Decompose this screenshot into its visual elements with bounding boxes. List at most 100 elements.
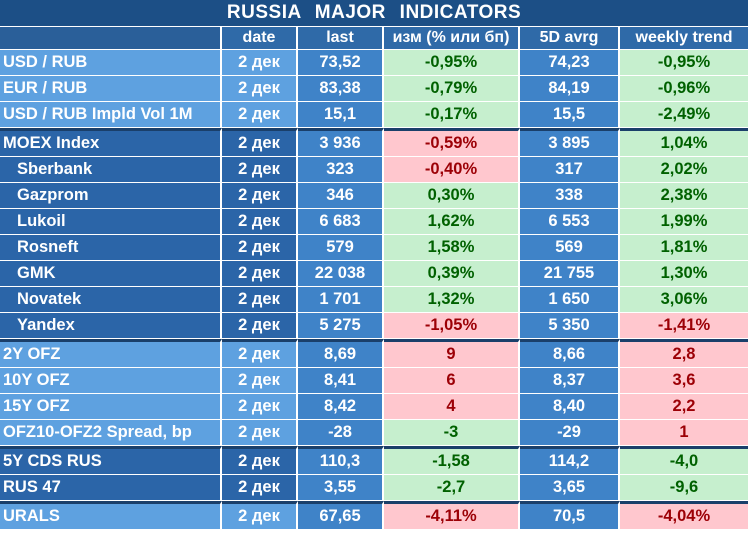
table-row: URALS 2 дек 67,65 -4,11% 70,5 -4,04% [0,501,748,530]
indicator-change: -4,11% [384,501,520,530]
indicator-name: USD / RUB Impld Vol 1M [0,102,222,128]
indicator-5d-average: 5 350 [520,313,620,339]
indicator-change: -2,7 [384,475,520,501]
table-body: USD / RUB 2 дек 73,52 -0,95% 74,23 -0,95% EUR … [0,50,748,530]
indicator-change: -0,79% [384,76,520,102]
indicator-last: 579 [298,235,384,261]
indicator-name: Rosneft [0,235,222,261]
indicator-name: MOEX Index [0,128,222,157]
indicator-weekly-trend: -4,04% [620,501,748,530]
indicator-last: 8,69 [298,339,384,368]
indicator-name: 2Y OFZ [0,339,222,368]
indicator-last: 22 038 [298,261,384,287]
indicator-change: 1,32% [384,287,520,313]
indicator-change: -1,58 [384,446,520,475]
indicator-last: 3 936 [298,128,384,157]
table-row: USD / RUB Impld Vol 1M 2 дек 15,1 -0,17% 15,… [0,102,748,128]
indicator-weekly-trend: 3,6 [620,368,748,394]
indicator-last: 67,65 [298,501,384,530]
indicator-5d-average: 8,66 [520,339,620,368]
indicator-5d-average: 569 [520,235,620,261]
indicator-weekly-trend: -9,6 [620,475,748,501]
indicator-date: 2 дек [222,368,298,394]
indicator-weekly-trend: 1,99% [620,209,748,235]
indicator-change: 1,62% [384,209,520,235]
indicator-date: 2 дек [222,183,298,209]
indicator-name: 5Y CDS RUS [0,446,222,475]
indicator-last: 1 701 [298,287,384,313]
indicator-weekly-trend: 2,02% [620,157,748,183]
indicator-name: URALS [0,501,222,530]
header-5d-average: 5D avrg [520,27,620,50]
indicator-name: 10Y OFZ [0,368,222,394]
indicator-weekly-trend: -2,49% [620,102,748,128]
indicator-name: GMK [0,261,222,287]
indicator-change: 4 [384,394,520,420]
indicator-5d-average: 8,40 [520,394,620,420]
title-row: RUSSIA MAJOR INDICATORS [0,0,748,27]
indicator-change: -0,40% [384,157,520,183]
indicator-weekly-trend: 3,06% [620,287,748,313]
indicator-weekly-trend: -0,95% [620,50,748,76]
table-row: MOEX Index 2 дек 3 936 -0,59% 3 895 1,04% [0,128,748,157]
indicator-weekly-trend: -4,0 [620,446,748,475]
indicator-5d-average: 338 [520,183,620,209]
indicator-date: 2 дек [222,501,298,530]
indicator-weekly-trend: 2,8 [620,339,748,368]
indicator-5d-average: 1 650 [520,287,620,313]
indicator-name: EUR / RUB [0,76,222,102]
indicator-change: -0,17% [384,102,520,128]
indicator-last: 15,1 [298,102,384,128]
header-row: date last изм (% или бп) 5D avrg weekly … [0,27,748,50]
indicator-date: 2 дек [222,339,298,368]
indicator-last: 3,55 [298,475,384,501]
indicator-date: 2 дек [222,261,298,287]
indicator-weekly-trend: 1,30% [620,261,748,287]
indicator-date: 2 дек [222,313,298,339]
table-row: Yandex 2 дек 5 275 -1,05% 5 350 -1,41% [0,313,748,339]
indicator-weekly-trend: 2,2 [620,394,748,420]
indicator-change: -0,59% [384,128,520,157]
indicator-name: USD / RUB [0,50,222,76]
indicator-last: 8,42 [298,394,384,420]
indicator-5d-average: 74,23 [520,50,620,76]
indicator-last: 83,38 [298,76,384,102]
table-row: EUR / RUB 2 дек 83,38 -0,79% 84,19 -0,96% [0,76,748,102]
indicator-name: Sberbank [0,157,222,183]
indicator-weekly-trend: 1 [620,420,748,446]
indicator-change: -1,05% [384,313,520,339]
indicator-last: 5 275 [298,313,384,339]
indicator-5d-average: 3 895 [520,128,620,157]
indicator-last: 8,41 [298,368,384,394]
table-row: OFZ10-OFZ2 Spread, bp 2 дек -28 -3 -29 1 [0,420,748,446]
indicator-weekly-trend: -1,41% [620,313,748,339]
indicator-date: 2 дек [222,394,298,420]
indicator-change: 9 [384,339,520,368]
header-last: last [298,27,384,50]
indicator-last: 346 [298,183,384,209]
indicator-date: 2 дек [222,420,298,446]
header-change: изм (% или бп) [384,27,520,50]
indicator-date: 2 дек [222,128,298,157]
indicator-date: 2 дек [222,287,298,313]
table-row: 2Y OFZ 2 дек 8,69 9 8,66 2,8 [0,339,748,368]
indicator-date: 2 дек [222,102,298,128]
indicator-change: 6 [384,368,520,394]
table-row: 15Y OFZ 2 дек 8,42 4 8,40 2,2 [0,394,748,420]
indicator-name: Novatek [0,287,222,313]
table-row: RUS 47 2 дек 3,55 -2,7 3,65 -9,6 [0,475,748,501]
indicator-5d-average: 21 755 [520,261,620,287]
table-row: Rosneft 2 дек 579 1,58% 569 1,81% [0,235,748,261]
indicator-name: Lukoil [0,209,222,235]
indicator-date: 2 дек [222,50,298,76]
indicator-last: 323 [298,157,384,183]
indicator-name: RUS 47 [0,475,222,501]
indicator-date: 2 дек [222,235,298,261]
table-row: Gazprom 2 дек 346 0,30% 338 2,38% [0,183,748,209]
indicator-name: Gazprom [0,183,222,209]
indicator-last: -28 [298,420,384,446]
table-row: 10Y OFZ 2 дек 8,41 6 8,37 3,6 [0,368,748,394]
indicator-date: 2 дек [222,76,298,102]
indicator-change: 0,39% [384,261,520,287]
